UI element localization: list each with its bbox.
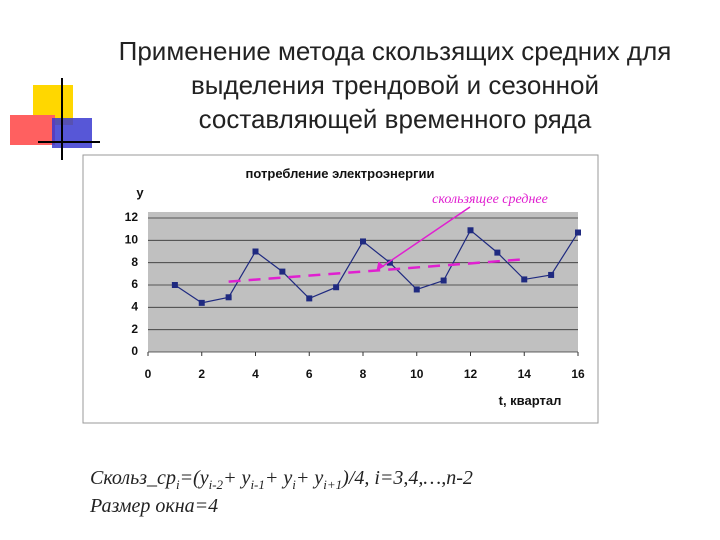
x-tick-label: 8	[360, 367, 367, 381]
x-tick-label: 2	[198, 367, 205, 381]
marker	[252, 248, 259, 255]
marker	[575, 229, 581, 236]
x-tick-label: 0	[145, 367, 152, 381]
formula-sub: i-2	[209, 477, 224, 492]
y-tick-label: 12	[125, 210, 139, 224]
title-line: составляющей временного ряда	[199, 104, 592, 134]
marker	[386, 259, 393, 266]
window-size: Размер окна=4	[89, 495, 218, 517]
annotation-arrowhead	[376, 261, 385, 271]
marker	[306, 295, 313, 302]
x-tick-label: 16	[571, 367, 585, 381]
y-tick-label: 4	[131, 300, 138, 314]
title-line: Применение метода скользящих средних для	[119, 36, 672, 66]
formula-part: Скольз_ср	[90, 467, 176, 489]
deco-red	[10, 115, 55, 145]
formula-part: =(y	[180, 467, 209, 489]
deco-blue	[52, 118, 92, 148]
x-tick-label: 6	[306, 367, 313, 381]
marker	[467, 227, 474, 234]
x-tick-label: 14	[518, 367, 532, 381]
marker	[333, 284, 340, 291]
formula-part: )/4, i=3,4,…,n-2	[341, 467, 473, 489]
x-tick-label: 10	[410, 367, 424, 381]
formula-part: + y	[296, 467, 323, 489]
marker	[198, 299, 205, 306]
formula-part: + y	[223, 467, 250, 489]
formula-sub: i+1	[323, 477, 342, 492]
marker	[171, 282, 178, 288]
formula-sub: i	[176, 477, 180, 492]
y-tick-label: 2	[131, 322, 138, 336]
annotation: скользящее среднее	[432, 192, 548, 207]
marker	[494, 249, 501, 256]
marker	[548, 271, 555, 278]
x-axis-label: t, квартал	[499, 393, 562, 408]
annotation-arrow	[376, 206, 471, 272]
x-tick-label: 4	[252, 367, 259, 381]
series-line	[174, 229, 579, 304]
y-tick-label: 10	[125, 233, 139, 247]
marker	[521, 276, 528, 283]
title-line: выделения трендовой и сезонной	[191, 70, 599, 100]
formula-sub: i-1	[250, 477, 264, 492]
formula: Скольз_срi=(yi-2+ yi-1+ yi+ yi+1)/4, i=3…	[90, 467, 473, 492]
marker	[360, 238, 366, 245]
formula-part: + y	[265, 467, 292, 489]
moving-average-line	[228, 258, 525, 283]
plot: 0 2 4 6 8 10 12 0 2 4 6 8 10 12 14 16 скользящее среднее	[125, 192, 585, 381]
marker	[413, 286, 420, 293]
y-tick-label: 6	[131, 277, 138, 291]
marker	[225, 294, 232, 301]
chart-title: потребление электроэнергии	[246, 166, 435, 181]
formula-sub: i	[292, 477, 296, 492]
x-tick-label: 12	[464, 367, 478, 381]
plot-area	[148, 212, 578, 352]
y-tick-label: 8	[131, 255, 138, 269]
y-axis-label: у	[136, 185, 144, 200]
y-tick-label: 0	[131, 344, 138, 358]
marker	[440, 277, 447, 284]
marker	[279, 268, 286, 275]
